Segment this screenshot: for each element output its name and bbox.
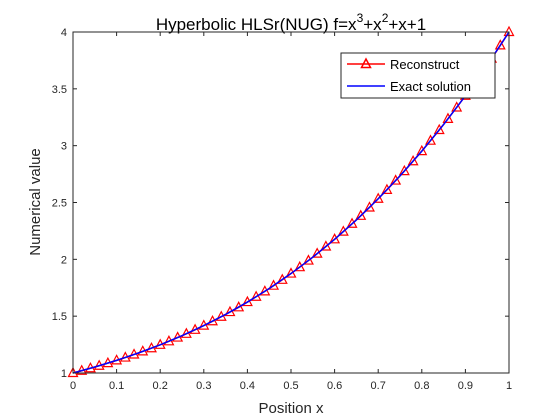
- title-prefix: Hyperbolic HLSr(NUG) f=x: [156, 15, 357, 34]
- y-tick-label: 3: [61, 141, 67, 153]
- x-axis-label: Position x: [258, 400, 324, 417]
- title-mid: +x: [363, 15, 382, 34]
- x-tick-label: 1: [506, 380, 512, 392]
- y-tick-label: 4: [61, 27, 67, 39]
- x-tick-label: 0.2: [153, 380, 168, 392]
- x-tick-label: 0.7: [371, 380, 386, 392]
- y-tick-label: 3.5: [52, 84, 67, 96]
- y-tick-label: 1: [61, 368, 67, 380]
- x-tick-label: 0.5: [283, 380, 298, 392]
- x-tick-label: 0.9: [458, 380, 473, 392]
- legend-exact-label: Exact solution: [390, 79, 471, 94]
- x-tick-label: 0: [70, 380, 76, 392]
- y-tick-label: 1.5: [52, 311, 67, 323]
- legend: Reconstruct Exact solution: [341, 53, 495, 98]
- y-tick-label: 2.5: [52, 198, 67, 210]
- y-tick-label: 2: [61, 254, 67, 266]
- title-suffix: +x+1: [388, 15, 426, 34]
- x-tick-label: 0.6: [327, 380, 342, 392]
- legend-reconstruct-label: Reconstruct: [390, 57, 460, 72]
- y-axis-label: Numerical value: [27, 148, 44, 256]
- x-tick-label: 0.8: [414, 380, 429, 392]
- x-tick-label: 0.3: [196, 380, 211, 392]
- x-tick-label: 0.4: [240, 380, 255, 392]
- x-tick-label: 0.1: [109, 380, 124, 392]
